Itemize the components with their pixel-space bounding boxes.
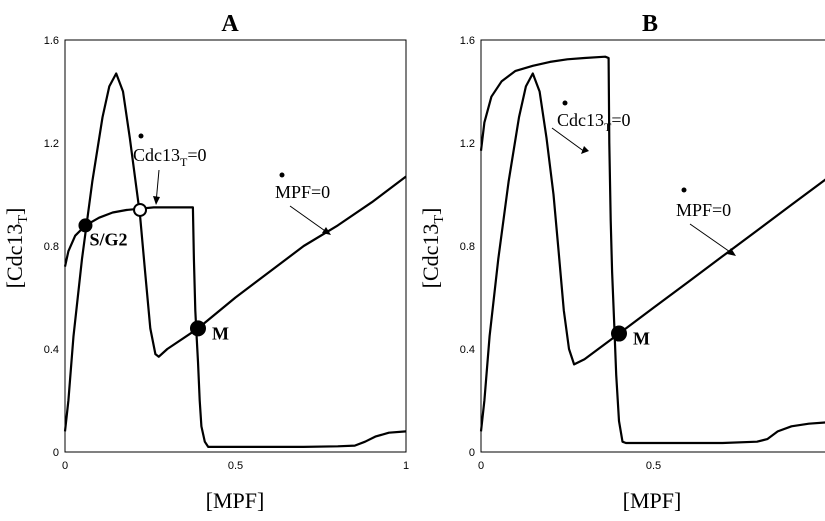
panel-b-ticks: 0 0.5 0 0.4 0.8 1.2 1.6	[460, 35, 661, 472]
panel-a-point-label: M	[212, 323, 229, 343]
panel-a-title: A	[221, 11, 239, 37]
panel-a-mpf-arrow	[289, 205, 329, 234]
panel-b-x-tick-label: 0	[478, 460, 484, 472]
panel-b-curves	[479, 55, 825, 445]
panel-b-series-mpf-nullcline	[479, 72, 825, 432]
panel-a-mpf-dot	[279, 172, 285, 178]
panel-a-series-mpf-nullcline	[63, 72, 407, 432]
panel-b-x-tick-label: 0.5	[646, 460, 661, 472]
panel-a-mpf-arrowhead	[322, 227, 331, 235]
panel-a-markers: S/G2 M	[78, 202, 229, 343]
panel-b-mpf-dot	[681, 187, 687, 193]
panel-b-cdc13-arrowhead	[581, 146, 589, 154]
panel-a-x-tick-label: 0	[62, 460, 68, 472]
panel-a-point-label: S/G2	[89, 229, 127, 249]
panel-b-steady-state-point	[611, 325, 627, 342]
panel-b-mpf-arrowhead	[727, 248, 736, 256]
panel-a-steady-state-point	[133, 202, 148, 217]
panel-a-y-tick-label: 0.4	[44, 344, 59, 356]
panel-b-cdc13-arrow	[551, 127, 586, 153]
panel-a-cdc13-dot	[138, 133, 144, 139]
panel-b: B [MPF] [Cdc13T] 0 0.5 0 0.4 0.8 1.2 1.6 M Cdc…	[418, 11, 825, 513]
panel-a-y-tick-label: 1.6	[44, 35, 59, 47]
panel-a-y-tick-label: 0	[53, 447, 59, 459]
panel-b-point-label: M	[633, 329, 650, 349]
panel-a-y-tick-label: 1.2	[44, 138, 59, 150]
panel-b-frame	[480, 39, 825, 453]
panel-b-markers: M	[611, 325, 650, 349]
panel-a-cdc13-annotation: Cdc13T=0	[133, 145, 207, 169]
panel-b-mpf-arrow	[689, 223, 734, 255]
panel-b-y-tick-label: 1.6	[460, 35, 475, 47]
panel-a-y-axis-title: [Cdc13T]	[2, 208, 31, 289]
panel-a-mpf-annotation: MPF=0	[275, 182, 330, 202]
panel-a-steady-state-point	[78, 218, 93, 233]
panel-a-ticks: 0 0.5 1 0 0.4 0.8 1.2 1.6	[44, 35, 409, 472]
panel-a-steady-state-point	[189, 320, 206, 337]
panel-b-y-tick-label: 0.4	[460, 344, 475, 356]
panel-a-x-tick-label: 1	[403, 460, 409, 472]
panel-a-curves	[63, 72, 407, 448]
panel-b-y-tick-label: 0.8	[460, 241, 475, 253]
panel-b-cdc13-dot	[562, 100, 568, 106]
panel-b-series-cdc13-nullcline	[479, 55, 825, 445]
panel-b-y-axis-title: [Cdc13T]	[418, 208, 447, 289]
panel-b-y-tick-label: 0	[469, 447, 475, 459]
panel-b-title: B	[642, 11, 658, 37]
panel-b-x-axis-title: [MPF]	[623, 488, 682, 513]
panel-a-x-tick-label: 0.5	[228, 460, 243, 472]
panel-b-y-tick-label: 1.2	[460, 138, 475, 150]
panel-a-cdc13-arrowhead	[153, 196, 160, 205]
panel-b-cdc13-annotation: Cdc13T=0	[557, 110, 631, 134]
panel-a-y-tick-label: 0.8	[44, 241, 59, 253]
panel-b-mpf-annotation: MPF=0	[676, 200, 731, 220]
panel-a-frame	[64, 39, 407, 453]
panel-a-x-axis-title: [MPF]	[206, 488, 265, 513]
panel-a: A [MPF] [Cdc13T] 0 0.5 1 0 0.4 0.8 1.2 1.6 S/G2…	[2, 11, 409, 513]
